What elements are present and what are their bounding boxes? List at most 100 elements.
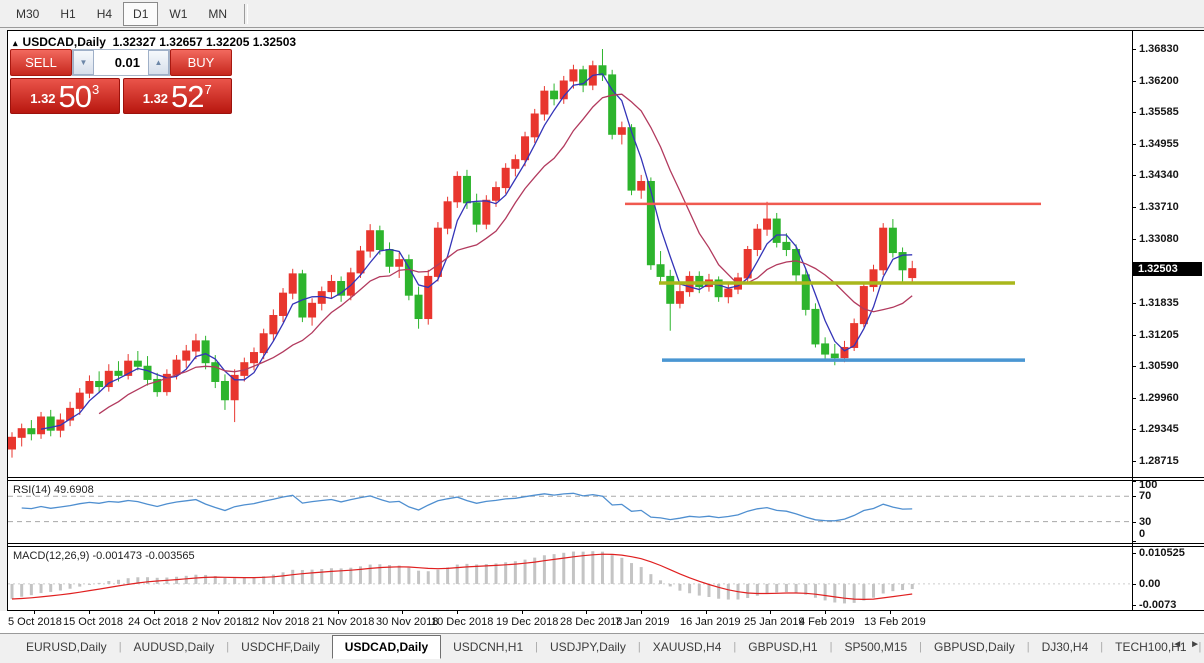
chart-tab-dj30-h4[interactable]: DJ30,H4: [1041, 640, 1089, 654]
macd-histogram-bar: [97, 582, 101, 584]
macd-histogram-bar: [862, 583, 866, 601]
macd-histogram-bar: [262, 576, 266, 584]
macd-histogram-bar: [630, 563, 634, 584]
scroll-tabs-right-icon[interactable]: ►: [1190, 639, 1200, 650]
buy-price-pip: 7: [204, 82, 212, 97]
chart-tab-gbpusd-h1[interactable]: GBPUSD,H1: [748, 640, 818, 654]
price-axis-tick: [1132, 112, 1136, 114]
candle: [724, 284, 733, 304]
candle: [656, 251, 665, 282]
candle: [288, 268, 297, 300]
macd-histogram-bar: [688, 583, 692, 594]
macd-panel-top-border[interactable]: [7, 546, 1204, 547]
date-axis-tick: [770, 611, 771, 614]
sell-price-panel[interactable]: 1.32 50 3: [10, 78, 120, 114]
price-axis-label: 1.36830: [1139, 43, 1179, 56]
candle: [85, 375, 94, 399]
price-axis-tick: [1132, 365, 1136, 367]
chart-tab-usdchf-daily[interactable]: USDCHF,Daily: [241, 640, 320, 654]
candle: [182, 344, 191, 368]
price-axis-tick: [1132, 80, 1136, 82]
macd-histogram-bar: [465, 563, 469, 584]
macd-label: MACD(12,26,9) -0.001473 -0.003565: [13, 550, 195, 562]
candle: [821, 337, 830, 362]
sell-price-prefix: 1.32: [30, 91, 56, 106]
date-axis-label: 25 Jan 2019: [744, 616, 805, 628]
one-click-collapse-icon[interactable]: ▴: [13, 38, 18, 48]
timeframe-button-d1[interactable]: D1: [123, 1, 159, 26]
candle: [133, 351, 142, 371]
chart-tab-usdjpy-daily[interactable]: USDJPY,Daily: [550, 640, 626, 654]
macd-histogram-bar: [436, 569, 440, 584]
candle: [95, 371, 104, 394]
candle: [753, 224, 762, 257]
macd-histogram-bar: [87, 583, 91, 585]
macd-histogram-bar: [116, 579, 120, 584]
candle: [162, 369, 171, 396]
macd-histogram-bar: [146, 577, 150, 584]
chart-tab-xauusd-h4[interactable]: XAUUSD,H4: [652, 640, 722, 654]
price-axis-label: 1.33710: [1139, 201, 1179, 214]
candle: [830, 343, 839, 366]
candle: [472, 193, 481, 233]
buy-button[interactable]: BUY: [170, 49, 232, 76]
macd-histogram-bar: [407, 567, 411, 584]
one-click-trading-widget: SELL ▼ 0.01 ▲ BUY 1.32 50 3 1.32 52 7: [10, 49, 232, 114]
candle: [317, 286, 326, 311]
sell-button[interactable]: SELL: [10, 49, 72, 76]
macd-histogram-bar: [610, 555, 614, 584]
macd-histogram-bar: [455, 564, 459, 584]
ohlc-values: 1.32327 1.32657 1.32205 1.32503: [112, 35, 297, 49]
macd-histogram-bar: [620, 557, 624, 584]
chart-tab-gbpusd-daily[interactable]: GBPUSD,Daily: [934, 640, 1015, 654]
main-chart-plot[interactable]: [8, 31, 1132, 477]
tab-separator: |: [637, 641, 641, 653]
tab-separator: |: [535, 641, 539, 653]
timeframe-button-m30[interactable]: M30: [16, 6, 40, 21]
chart-tab-eurusd-daily[interactable]: EURUSD,Daily: [26, 640, 107, 654]
chart-tab-usdcnh-h1[interactable]: USDCNH,H1: [453, 640, 524, 654]
macd-histogram-bar: [233, 578, 237, 584]
rsi-label: RSI(14) 49.6908: [13, 484, 94, 496]
timeframe-button-h4[interactable]: H4: [96, 6, 113, 21]
buy-price-panel[interactable]: 1.32 52 7: [122, 78, 232, 114]
timeframe-button-mn[interactable]: MN: [208, 6, 228, 21]
timeframe-button-w1[interactable]: W1: [169, 6, 188, 21]
volume-increase-button[interactable]: ▲: [148, 50, 169, 75]
chart-tab-tech100-h1[interactable]: TECH100,H1: [1115, 640, 1187, 654]
chart-tab-sp500-m15[interactable]: SP500,M15: [844, 640, 908, 654]
macd-histogram-bar: [872, 583, 876, 598]
rsi-panel-top-border[interactable]: [7, 480, 1204, 481]
macd-histogram-bar: [765, 583, 769, 594]
scroll-tabs-left-icon[interactable]: ◄: [1172, 639, 1183, 650]
candle: [308, 298, 317, 326]
fast-ma-line[interactable]: [40, 73, 913, 430]
rsi-indicator-plot[interactable]: [8, 480, 1132, 543]
slow-ma-line[interactable]: [98, 93, 913, 415]
candle: [75, 388, 84, 415]
macd-signal-line: [11, 553, 913, 601]
volume-input[interactable]: 0.01: [94, 50, 148, 75]
macd-histogram-bar: [542, 555, 546, 584]
candle: [414, 286, 423, 329]
date-axis-label: 21 Nov 2018: [312, 616, 375, 628]
volume-decrease-button[interactable]: ▼: [73, 50, 94, 75]
timeframe-button-h1[interactable]: H1: [60, 6, 76, 21]
macd-axis-tick: [1132, 553, 1136, 555]
chart-tab-usdcad-daily[interactable]: USDCAD,Daily: [331, 635, 442, 659]
price-axis-label: 1.29345: [1139, 422, 1179, 435]
candle: [37, 411, 46, 439]
candle: [211, 355, 220, 389]
macd-histogram-bar: [794, 583, 798, 593]
macd-histogram-bar: [39, 583, 43, 594]
date-axis-tick: [586, 611, 587, 614]
date-axis-tick: [338, 611, 339, 614]
date-axis-strip: [0, 611, 1204, 633]
chart-tab-audusd-daily[interactable]: AUDUSD,Daily: [133, 640, 215, 654]
macd-histogram-bar: [678, 583, 682, 591]
candle: [66, 401, 75, 427]
macd-indicator-plot[interactable]: [8, 546, 1132, 610]
macd-histogram-bar: [349, 567, 353, 584]
macd-histogram-bar: [523, 559, 527, 584]
macd-histogram-bar: [10, 583, 14, 599]
